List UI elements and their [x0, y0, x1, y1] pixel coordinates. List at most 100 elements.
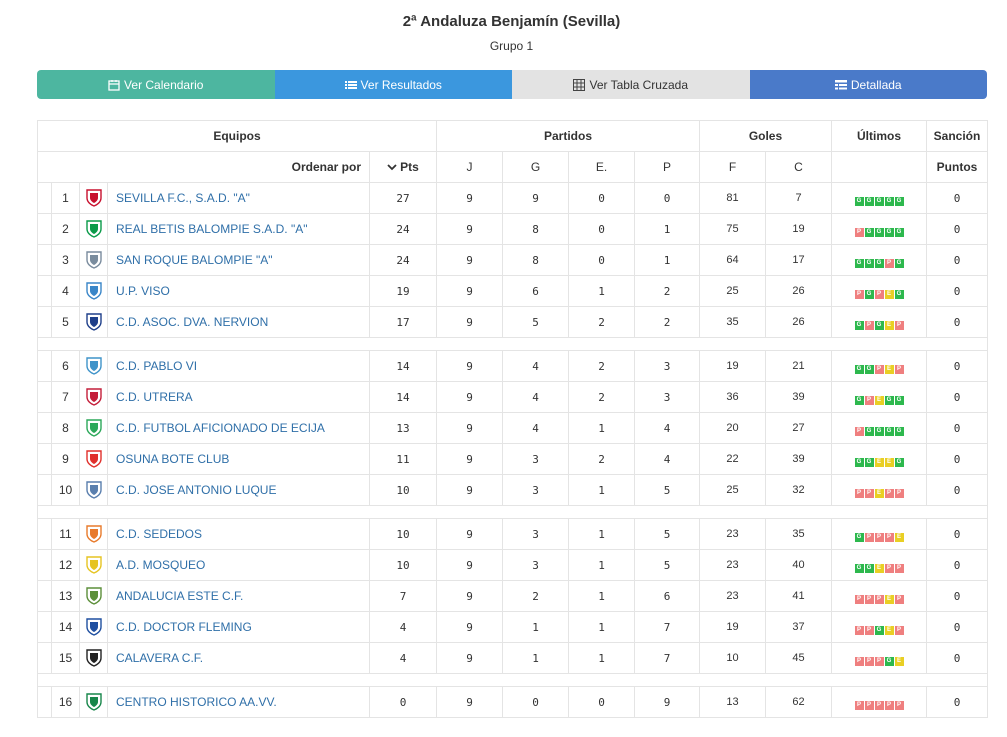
detail-list-icon: [834, 79, 847, 91]
f-cell: 10: [699, 642, 766, 674]
sanction-header: Sanción: [926, 120, 988, 152]
j-cell: 9: [436, 443, 503, 475]
result-badge: G: [894, 227, 904, 237]
team-name-cell: C.D. UTRERA: [107, 381, 370, 413]
result-badge: G: [874, 320, 884, 330]
results-button[interactable]: Ver Resultados: [274, 70, 512, 99]
table-row: 10 C.D. JOSE ANTONIO LUQUE 10 9 3 1 5 25 32 P P E P P…: [37, 474, 988, 506]
j-cell: 9: [436, 611, 503, 643]
g-cell: 5: [502, 306, 569, 338]
detailed-button[interactable]: Detallada: [749, 70, 987, 99]
team-crest-icon: [85, 220, 102, 238]
f-cell: 25: [699, 275, 766, 307]
j-cell: 9: [436, 213, 503, 245]
result-badge: P: [864, 395, 874, 405]
sanction-cell: 0: [926, 182, 988, 214]
result-badge: E: [884, 320, 894, 330]
team-link[interactable]: C.D. SEDEDOS: [116, 527, 203, 541]
result-badge: E: [884, 289, 894, 299]
result-badge: P: [894, 625, 904, 635]
team-link[interactable]: CENTRO HISTORICO AA.VV.: [116, 695, 277, 709]
crest-cell: [79, 306, 108, 338]
e-cell: 0: [568, 244, 635, 276]
result-badge: P: [884, 532, 894, 542]
team-name-cell: A.D. MOSQUEO: [107, 549, 370, 581]
f-cell: 23: [699, 549, 766, 581]
crest-cell: [79, 213, 108, 245]
team-name-cell: CALAVERA C.F.: [107, 642, 370, 674]
team-link[interactable]: C.D. FUTBOL AFICIONADO DE ECIJA: [116, 421, 325, 435]
result-badge: G: [864, 258, 874, 268]
sanction-cell: 0: [926, 518, 988, 550]
team-link[interactable]: OSUNA BOTE CLUB: [116, 452, 230, 466]
c-cell: 62: [765, 686, 832, 718]
table-row: 5 C.D. ASOC. DVA. NERVION 17 9 5 2 2 35 26 G P G E P 0: [37, 306, 988, 338]
team-link[interactable]: C.D. UTRERA: [116, 390, 193, 404]
team-name-cell: U.P. VISO: [107, 275, 370, 307]
team-link[interactable]: SAN ROQUE BALOMPIE "A": [116, 253, 273, 267]
f-cell: 75: [699, 213, 766, 245]
e-cell: 1: [568, 549, 635, 581]
points-header: Puntos: [926, 151, 988, 183]
table-row: 4 U.P. VISO 19 9 6 1 2 25 26 P G P E G 0: [37, 275, 988, 307]
sort-pts-header[interactable]: Pts: [369, 151, 437, 183]
team-link[interactable]: C.D. PABLO VI: [116, 359, 198, 373]
cross-table-button[interactable]: Ver Tabla Cruzada: [512, 70, 750, 99]
result-badge: G: [864, 196, 874, 206]
team-link[interactable]: C.D. ASOC. DVA. NERVION: [116, 315, 269, 329]
result-badge: P: [854, 656, 864, 666]
calendar-button[interactable]: Ver Calendario: [37, 70, 275, 99]
team-crest-icon: [85, 481, 102, 499]
c-cell: 41: [765, 580, 832, 612]
j-cell: 9: [436, 381, 503, 413]
calendar-button-label: Ver Calendario: [124, 77, 204, 92]
result-badge: P: [854, 625, 864, 635]
result-badge: G: [884, 395, 894, 405]
separator-cell: [37, 337, 988, 351]
table-row: 3 SAN ROQUE BALOMPIE "A" 24 9 8 0 1 64 17 G G G P G 0: [37, 244, 988, 276]
result-badge: G: [864, 457, 874, 467]
row-stripe: [37, 306, 52, 338]
g-cell: 8: [502, 244, 569, 276]
sort-by-label: Ordenar por: [37, 151, 370, 183]
team-link[interactable]: SEVILLA F.C., S.A.D. "A": [116, 191, 250, 205]
crest-cell: [79, 182, 108, 214]
crest-cell: [79, 580, 108, 612]
group-separator: [37, 337, 988, 351]
pts-cell: 14: [369, 350, 437, 382]
result-badge: G: [894, 426, 904, 436]
position-cell: 6: [51, 350, 80, 382]
team-link[interactable]: A.D. MOSQUEO: [116, 558, 206, 572]
pts-cell: 10: [369, 549, 437, 581]
result-badge: G: [874, 625, 884, 635]
p-cell: 1: [634, 213, 700, 245]
team-name-cell: C.D. JOSE ANTONIO LUQUE: [107, 474, 370, 506]
team-link[interactable]: ANDALUCIA ESTE C.F.: [116, 589, 244, 603]
c-cell: 19: [765, 213, 832, 245]
team-link[interactable]: CALAVERA C.F.: [116, 651, 204, 665]
team-name-cell: SEVILLA F.C., S.A.D. "A": [107, 182, 370, 214]
team-link[interactable]: C.D. DOCTOR FLEMING: [116, 620, 252, 634]
sanction-cell: 0: [926, 412, 988, 444]
team-link[interactable]: REAL BETIS BALOMPIE S.A.D. "A": [116, 222, 308, 236]
team-name-cell: REAL BETIS BALOMPIE S.A.D. "A": [107, 213, 370, 245]
sanction-cell: 0: [926, 474, 988, 506]
teams-header: Equipos: [37, 120, 437, 152]
team-link[interactable]: U.P. VISO: [116, 284, 170, 298]
e-cell: 1: [568, 474, 635, 506]
sanction-cell: 0: [926, 443, 988, 475]
result-badge: P: [864, 700, 874, 710]
p-cell: 7: [634, 642, 700, 674]
row-stripe: [37, 642, 52, 674]
result-badge: P: [874, 700, 884, 710]
p-cell: 1: [634, 244, 700, 276]
e-cell: 1: [568, 642, 635, 674]
row-stripe: [37, 474, 52, 506]
team-link[interactable]: C.D. JOSE ANTONIO LUQUE: [116, 483, 277, 497]
